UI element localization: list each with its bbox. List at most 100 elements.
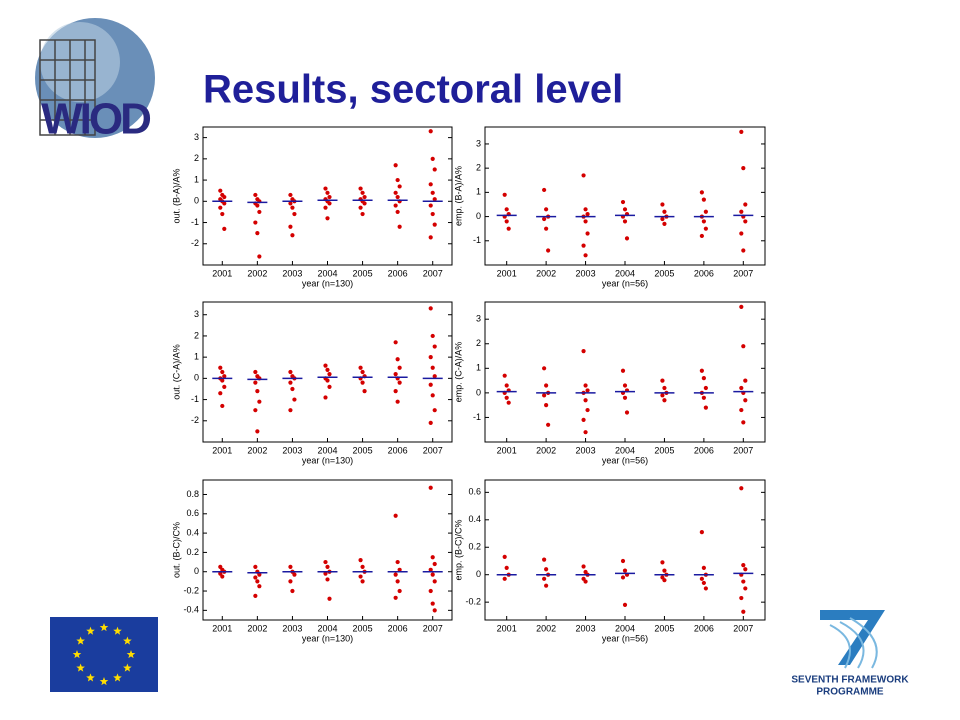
- data-point: [703, 385, 708, 391]
- y-tick-label: 0: [194, 196, 199, 206]
- data-point: [502, 192, 507, 197]
- data-point: [620, 368, 626, 373]
- y-tick-label: 0.6: [468, 487, 481, 497]
- data-point: [253, 593, 258, 598]
- x-tick-label: 2007: [733, 445, 753, 455]
- data-point: [430, 393, 435, 398]
- y-axis-label: emp. (B-A)/A%: [453, 166, 463, 226]
- data-point: [701, 580, 706, 586]
- data-point: [397, 184, 402, 189]
- data-point: [393, 340, 398, 345]
- data-point: [360, 369, 365, 375]
- x-tick-label: 2007: [423, 623, 443, 633]
- data-point: [504, 383, 509, 388]
- data-point: [432, 167, 437, 172]
- data-point: [393, 513, 398, 518]
- data-point: [585, 407, 590, 413]
- data-point: [699, 368, 704, 373]
- data-point: [544, 207, 549, 212]
- data-point: [222, 194, 227, 200]
- fp7-stripes: [829, 617, 878, 669]
- x-tick-label: 2004: [615, 268, 635, 278]
- data-point: [428, 235, 433, 240]
- y-tick-label: -1: [473, 235, 481, 245]
- data-point: [220, 574, 225, 579]
- data-point: [222, 384, 227, 389]
- data-point: [622, 207, 628, 212]
- data-point: [432, 344, 437, 349]
- data-point: [362, 388, 367, 394]
- data-point: [743, 586, 748, 591]
- x-tick-label: 2001: [497, 623, 517, 633]
- data-point: [428, 306, 433, 311]
- wiod-logo: WIOD: [35, 18, 155, 144]
- data-point: [393, 163, 398, 168]
- data-point: [428, 129, 433, 134]
- data-point: [624, 410, 630, 415]
- data-point: [253, 380, 258, 385]
- star: [86, 626, 95, 635]
- x-tick-label: 2003: [282, 445, 302, 455]
- plot-frame: [202, 479, 453, 621]
- fp7-line1: SEVENTH FRAMEWORK: [791, 675, 909, 686]
- data-point: [544, 226, 549, 231]
- data-point: [542, 557, 547, 562]
- data-point: [502, 373, 507, 378]
- data-point: [506, 226, 511, 231]
- data-point: [585, 212, 590, 217]
- data-point: [393, 572, 398, 577]
- data-point: [325, 564, 330, 569]
- x-tick-label: 2004: [615, 623, 635, 633]
- data-point: [428, 567, 433, 572]
- x-axis-label: year (n=56): [602, 633, 648, 643]
- fp7-logo: SEVENTH FRAMEWORK PROGRAMME: [791, 610, 909, 698]
- data-point: [360, 211, 365, 217]
- x-tick-label: 2007: [423, 268, 443, 278]
- x-tick-label: 2006: [694, 445, 714, 455]
- data-point: [292, 572, 297, 577]
- data-point: [327, 201, 332, 206]
- data-point: [360, 579, 365, 584]
- y-tick-label: 3: [194, 309, 199, 319]
- data-point: [358, 205, 363, 210]
- data-point: [257, 254, 262, 259]
- data-point: [288, 564, 293, 569]
- y-tick-label: 0: [476, 387, 481, 397]
- data-point: [222, 226, 227, 232]
- data-point: [323, 559, 328, 565]
- data-point: [739, 304, 744, 310]
- data-point: [430, 555, 435, 560]
- data-point: [504, 565, 509, 570]
- data-point: [290, 205, 295, 210]
- x-tick-label: 2006: [388, 623, 408, 633]
- data-point: [662, 221, 667, 226]
- y-axis-label: out. (C-A)/A%: [171, 344, 181, 400]
- x-tick-label: 2002: [536, 445, 556, 455]
- x-tick-label: 2002: [536, 268, 556, 278]
- data-point: [218, 205, 223, 210]
- y-axis-label: out. (B-A)/A%: [171, 168, 181, 223]
- x-tick-label: 2003: [576, 623, 596, 633]
- eu-flag: [50, 617, 158, 692]
- data-point: [323, 571, 328, 576]
- data-point: [703, 209, 708, 214]
- data-point: [432, 408, 437, 413]
- x-axis-label: year (n=130): [302, 455, 353, 465]
- y-tick-label: -0.2: [465, 597, 481, 607]
- data-point: [393, 595, 398, 600]
- fp7-seven: [820, 610, 885, 665]
- data-point: [358, 365, 363, 370]
- data-point: [288, 201, 293, 206]
- data-point: [362, 201, 367, 206]
- y-tick-label: 0: [476, 211, 481, 221]
- star: [123, 636, 132, 645]
- x-tick-label: 2003: [576, 268, 596, 278]
- data-point: [504, 219, 509, 224]
- data-point: [255, 231, 260, 236]
- data-point: [430, 601, 435, 606]
- x-tick-label: 2001: [497, 445, 517, 455]
- data-point: [327, 384, 332, 389]
- data-point: [701, 219, 706, 224]
- data-point: [743, 378, 748, 383]
- data-point: [741, 579, 746, 584]
